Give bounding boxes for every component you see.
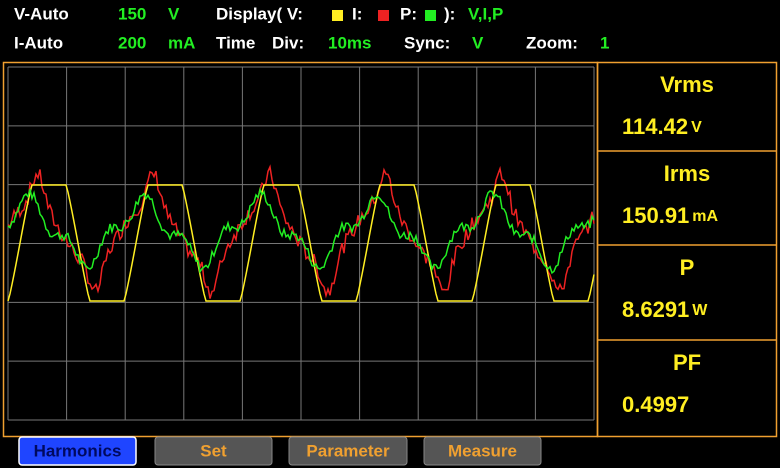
reading-unit: W [692,302,708,319]
reading-label: PF [673,350,701,375]
set-button[interactable] [154,436,273,466]
reading-value: 8.6291 W [622,297,708,322]
div-label: Div: [272,33,304,52]
display-value: V,I,P [468,4,503,23]
current-key [378,10,389,21]
current-key-label: I: [352,4,362,23]
harmonics-button[interactable] [18,436,137,466]
voltage-key [332,10,343,21]
reading-unit: V [691,119,702,136]
parameter-button[interactable] [288,436,408,466]
power-wave [7,187,595,275]
reading-label: Vrms [660,72,714,97]
reading-number: 114.42 [622,114,688,139]
measure-button[interactable] [423,436,542,466]
button-label[interactable]: Set [200,441,227,460]
voltage-wave [7,184,595,302]
button-label[interactable]: Harmonics [34,441,122,460]
reading-value: 150.91 mA [622,203,719,228]
waveforms [7,164,595,302]
reading-number: 150.91 [622,203,689,228]
button-label[interactable]: Measure [448,441,517,460]
power-key-label: P: [400,4,417,23]
display-label: Display( V: [216,4,303,23]
v-range-mode: V-Auto [14,4,69,23]
button-label[interactable]: Parameter [306,441,390,460]
reading-unit: mA [692,208,718,225]
i-range-mode: I-Auto [14,33,63,52]
time-label: Time [216,33,255,52]
div-value: 10ms [328,33,371,52]
i-range-value: 200 [118,33,146,52]
reading-value: 0.4997 [622,392,689,417]
reading-label: Irms [664,161,710,186]
reading-number: 8.6291 [622,297,689,322]
v-range-value: 150 [118,4,146,23]
i-range-unit: mA [168,33,195,52]
reading-number: 0.4997 [622,392,689,417]
reading-value: 114.42 V [622,114,702,139]
panel-frame [596,61,778,438]
sync-label: Sync: [404,33,450,52]
zoom-value: 1 [600,33,609,52]
reading-label: P [680,255,695,280]
sync-value: V [472,33,484,52]
softkeys: Harmonics Set Parameter Measure [18,436,542,466]
readings-panel: Vrms 114.42 V Irms 150.91 mA P 8.6291 W PF 0.4997 [596,61,778,438]
power-key [425,10,436,21]
zoom-label: Zoom: [526,33,578,52]
display-close: ): [444,4,455,23]
v-range-unit: V [168,4,180,23]
